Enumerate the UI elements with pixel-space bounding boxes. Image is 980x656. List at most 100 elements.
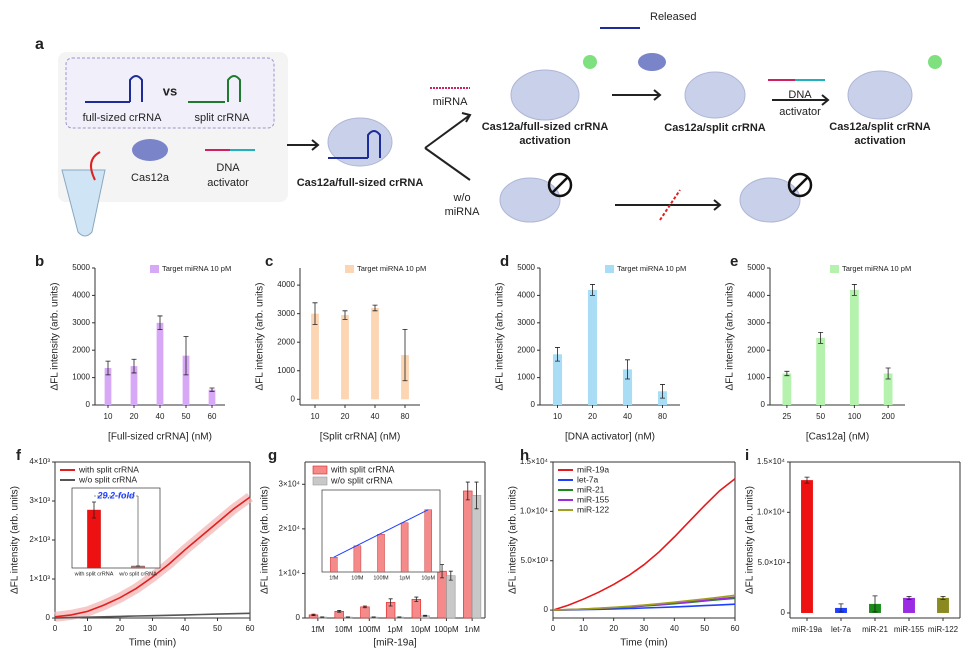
- y-tick-label: 0: [531, 400, 536, 409]
- y-tick-label: 2000: [277, 337, 295, 346]
- inset-frame: [71, 487, 161, 569]
- legend-label: w/o split crRNA: [330, 475, 393, 485]
- x-axis-label: [miR-19a]: [373, 638, 417, 649]
- crrna-box: [65, 57, 275, 129]
- label: Cas12a/split crRNA: [829, 121, 931, 133]
- label: full-sized crRNA: [83, 112, 163, 124]
- x-tick-label: 10: [311, 412, 320, 421]
- y-tick-label: 1×10⁴: [279, 569, 301, 578]
- inset-bar: [377, 534, 385, 573]
- y-tick-label: 1000: [517, 373, 535, 382]
- error-bar: [818, 331, 824, 344]
- add-arrow: [90, 151, 101, 181]
- bar: [903, 597, 915, 613]
- y-tick-label: 0: [86, 400, 91, 409]
- inset-bar: [400, 522, 409, 573]
- inactive-complex: [499, 177, 561, 223]
- bar: [446, 575, 456, 619]
- error-bar: [440, 564, 445, 579]
- line: [552, 594, 736, 611]
- panel-label: d: [500, 253, 509, 270]
- legend-swatch: [150, 265, 159, 273]
- y-tick-label: 1.5×10⁴: [520, 457, 549, 466]
- y-tick-label: 0: [544, 605, 549, 614]
- bar: [463, 490, 473, 619]
- x-tick-label: 100fM: [358, 625, 381, 634]
- error-bar: [183, 336, 189, 376]
- complex-crrna: [328, 130, 381, 159]
- label: miRNA: [433, 96, 468, 108]
- legend-label: with split crRNA: [330, 464, 395, 474]
- fit-line: [333, 509, 429, 558]
- legend-swatch: [345, 265, 354, 273]
- x-tick-label: 20: [341, 412, 350, 421]
- released-cas: [638, 53, 666, 71]
- y-tick-label: 1.0×10⁴: [520, 506, 549, 515]
- bar: [622, 369, 633, 405]
- x-tick-label: 10: [104, 412, 113, 421]
- error-bar: [660, 384, 665, 399]
- label: Cas12a/full-sized crRNA: [297, 177, 424, 189]
- blocked-mark: [659, 189, 681, 221]
- inset-tick-label: 10pM: [421, 575, 435, 581]
- x-tick-label: 1fM: [311, 625, 325, 634]
- x-axis-label: [DNA activator] (nM): [565, 432, 655, 443]
- x-axis-label: [Cas12a] (nM): [806, 432, 869, 443]
- error-bar: [838, 603, 844, 613]
- y-tick-label: 3000: [277, 309, 295, 318]
- x-tick-label: 10pM: [411, 625, 431, 634]
- error-bar: [311, 613, 316, 616]
- x-tick-label: 20: [130, 412, 139, 421]
- label: activation: [854, 135, 906, 147]
- y-axis-label: ΔFL intensity (arb. units): [725, 282, 736, 390]
- y-tick-label: 5000: [72, 263, 90, 272]
- no-sign: [787, 172, 813, 198]
- x-tick-label: 10: [553, 412, 562, 421]
- x-tick-label: let-7a: [831, 625, 852, 634]
- label: activator: [779, 106, 821, 118]
- label: split crRNA: [194, 112, 250, 124]
- cas12a-icon: [132, 139, 168, 161]
- x-tick-label: 0: [551, 624, 556, 633]
- no-sign: [547, 172, 573, 198]
- x-axis-label: [Split crRNA] (nM): [320, 432, 401, 443]
- label: activation: [519, 135, 571, 147]
- y-tick-label: 3000: [747, 318, 765, 327]
- y-tick-label: 1000: [277, 366, 295, 375]
- x-tick-label: 50: [213, 624, 222, 633]
- x-tick-label: miR-155: [894, 625, 925, 634]
- full-crrna-icon: [85, 75, 143, 103]
- y-tick-label: 4000: [747, 291, 765, 300]
- panel-a: a full-sized crRNA vs split crRNA Cas12a…: [35, 11, 942, 237]
- y-tick-label: 4000: [72, 291, 90, 300]
- tube-icon: [61, 169, 106, 237]
- error-bar: [105, 360, 111, 376]
- error-bar: [851, 284, 857, 296]
- label: Cas12a/full-sized crRNA: [482, 121, 609, 133]
- y-tick-label: 1.0×10⁴: [757, 507, 786, 516]
- line: [54, 612, 251, 619]
- x-tick-label: 60: [246, 624, 255, 633]
- error-bar: [362, 605, 367, 609]
- panel-label: g: [268, 447, 277, 464]
- y-tick-label: 0: [296, 613, 301, 622]
- error-bar: [388, 598, 393, 607]
- bar: [849, 289, 859, 405]
- inset-tick-label: w/o split crRNA: [118, 571, 157, 577]
- y-tick-label: 2×10⁴: [279, 524, 301, 533]
- inset-tick-label: 100fM: [373, 575, 389, 581]
- arrow: [615, 199, 722, 211]
- panel-label: c: [265, 253, 273, 270]
- arrow: [612, 89, 662, 101]
- inset-tick-label: 10fM: [351, 575, 364, 581]
- error-bar: [423, 614, 428, 617]
- inset-tick-label: 1pM: [399, 575, 410, 581]
- legend-label: let-7a: [577, 474, 599, 484]
- legend-label: w/o split crRNA: [78, 474, 137, 484]
- panel-label: a: [35, 36, 44, 53]
- x-tick-label: 20: [588, 412, 597, 421]
- legend-label: with split crRNA: [78, 464, 139, 474]
- legend-label: miR-155: [577, 494, 609, 504]
- label: DNA: [216, 162, 240, 174]
- bar: [816, 337, 826, 405]
